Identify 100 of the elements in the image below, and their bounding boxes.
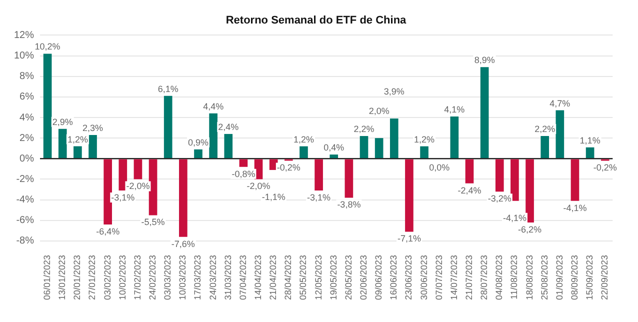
bar xyxy=(88,134,97,158)
data-label: -3,2% xyxy=(488,194,512,204)
bar xyxy=(526,159,534,222)
x-tick-label: 03/03/2023 xyxy=(162,254,173,300)
x-tick-label: 14/07/2023 xyxy=(448,254,459,300)
data-label: 0,0% xyxy=(429,162,450,173)
bar xyxy=(134,159,142,180)
x-tick-label: 25/08/2023 xyxy=(539,254,550,300)
bar xyxy=(586,147,594,158)
bar xyxy=(43,54,52,158)
data-label: 4,7% xyxy=(550,98,570,108)
bar xyxy=(570,159,580,201)
bar xyxy=(465,159,474,184)
y-tick-label: 12% xyxy=(14,30,34,41)
x-tick-label: 20/01/2023 xyxy=(72,254,82,300)
bar xyxy=(540,136,550,158)
y-tick-label: -8% xyxy=(16,236,34,247)
x-tick-label: 23/06/2023 xyxy=(404,254,414,300)
x-tick-label: 14/04/2023 xyxy=(253,254,264,300)
x-tick-label: 08/09/2023 xyxy=(569,254,580,300)
data-label: 2,2% xyxy=(534,124,556,134)
data-label: 1,2% xyxy=(67,134,88,144)
data-label: 8,9% xyxy=(474,55,495,66)
x-tick-label: 27/01/2023 xyxy=(87,254,98,300)
bar xyxy=(224,134,233,158)
data-label: 1,1% xyxy=(580,135,600,146)
data-label: -6,2% xyxy=(518,224,542,234)
y-tick-label: 0% xyxy=(20,153,34,164)
bar xyxy=(104,159,112,224)
bar xyxy=(405,159,414,232)
data-label: 0,9% xyxy=(188,137,208,148)
bar xyxy=(510,159,519,201)
data-label: 2,9% xyxy=(52,116,73,127)
data-label: -2,0% xyxy=(126,181,150,192)
x-tick-label: 17/02/2023 xyxy=(132,254,142,300)
data-label: -0,2% xyxy=(593,162,617,173)
data-label: -4,1% xyxy=(502,212,526,223)
x-tick-label: 21/07/2023 xyxy=(464,254,474,300)
bar xyxy=(495,159,504,192)
bar xyxy=(344,159,354,198)
bar xyxy=(148,159,158,216)
data-label: -2,0% xyxy=(246,181,270,192)
x-tick-label: 18/08/2023 xyxy=(524,254,534,300)
data-label: 10,2% xyxy=(34,42,60,52)
data-label: -7,1% xyxy=(397,234,421,244)
bar xyxy=(360,136,368,158)
x-tick-label: 06/01/2023 xyxy=(42,254,52,300)
data-label: -3,8% xyxy=(337,200,361,210)
bar xyxy=(118,159,128,191)
x-tick-label: 24/03/2023 xyxy=(208,254,218,300)
x-tick-label: 07/07/2023 xyxy=(434,254,444,300)
data-label: 3,9% xyxy=(384,86,404,97)
x-tick-label: 10/03/2023 xyxy=(178,254,188,300)
x-tick-label: 24/02/2023 xyxy=(148,254,158,300)
data-label: -0,2% xyxy=(276,162,300,173)
data-label: -0,8% xyxy=(232,168,256,179)
bar xyxy=(450,116,459,158)
data-label: -5,5% xyxy=(141,217,165,228)
data-label: 2,2% xyxy=(354,124,374,134)
x-tick-label: 28/04/2023 xyxy=(283,254,294,300)
x-tick-label: 17/03/2023 xyxy=(192,254,203,300)
bar xyxy=(58,128,67,158)
data-label: 6,1% xyxy=(158,84,178,94)
data-label: 2,3% xyxy=(82,122,104,133)
x-tick-label: 05/05/2023 xyxy=(298,254,308,300)
data-label: -4,1% xyxy=(563,202,587,213)
data-label: -7,6% xyxy=(171,238,195,249)
x-tick-label: 13/01/2023 xyxy=(57,254,68,300)
y-tick-label: 4% xyxy=(20,112,34,124)
bar xyxy=(209,113,218,158)
bar xyxy=(194,149,202,158)
y-tick-label: -4% xyxy=(16,194,34,206)
data-label: -6,4% xyxy=(96,226,120,236)
data-label: 4,1% xyxy=(444,104,465,114)
chart-title: Retorno Semanal do ETF de China xyxy=(226,14,408,27)
y-tick-label: 6% xyxy=(20,92,34,103)
x-tick-label: 19/05/2023 xyxy=(328,254,338,300)
x-tick-label: 16/06/2023 xyxy=(388,254,399,300)
y-tick-label: 8% xyxy=(20,71,34,82)
x-tick-label: 03/02/2023 xyxy=(102,254,112,300)
bar xyxy=(74,146,82,158)
x-tick-label: 09/06/2023 xyxy=(374,254,384,300)
x-tick-label: 15/09/2023 xyxy=(584,254,595,300)
bar xyxy=(300,146,308,158)
data-label: 2,0% xyxy=(368,106,390,116)
x-tick-label: 07/04/2023 xyxy=(238,254,248,300)
x-tick-label: 10/02/2023 xyxy=(117,254,128,300)
data-label: -1,1% xyxy=(262,192,286,202)
y-tick-label: -2% xyxy=(16,174,34,185)
data-label: -2,4% xyxy=(458,185,482,196)
bar xyxy=(420,146,428,158)
y-tick-label: -6% xyxy=(16,215,34,226)
bar xyxy=(480,67,489,158)
data-label: -3,1% xyxy=(307,192,331,203)
x-tick-label: 28/07/2023 xyxy=(479,254,490,300)
data-label: 0,4% xyxy=(324,142,344,153)
y-tick-label: 2% xyxy=(20,132,34,144)
x-tick-label: 02/06/2023 xyxy=(358,254,368,300)
x-tick-label: 22/09/2023 xyxy=(600,254,610,300)
data-label: 4,4% xyxy=(203,101,224,112)
